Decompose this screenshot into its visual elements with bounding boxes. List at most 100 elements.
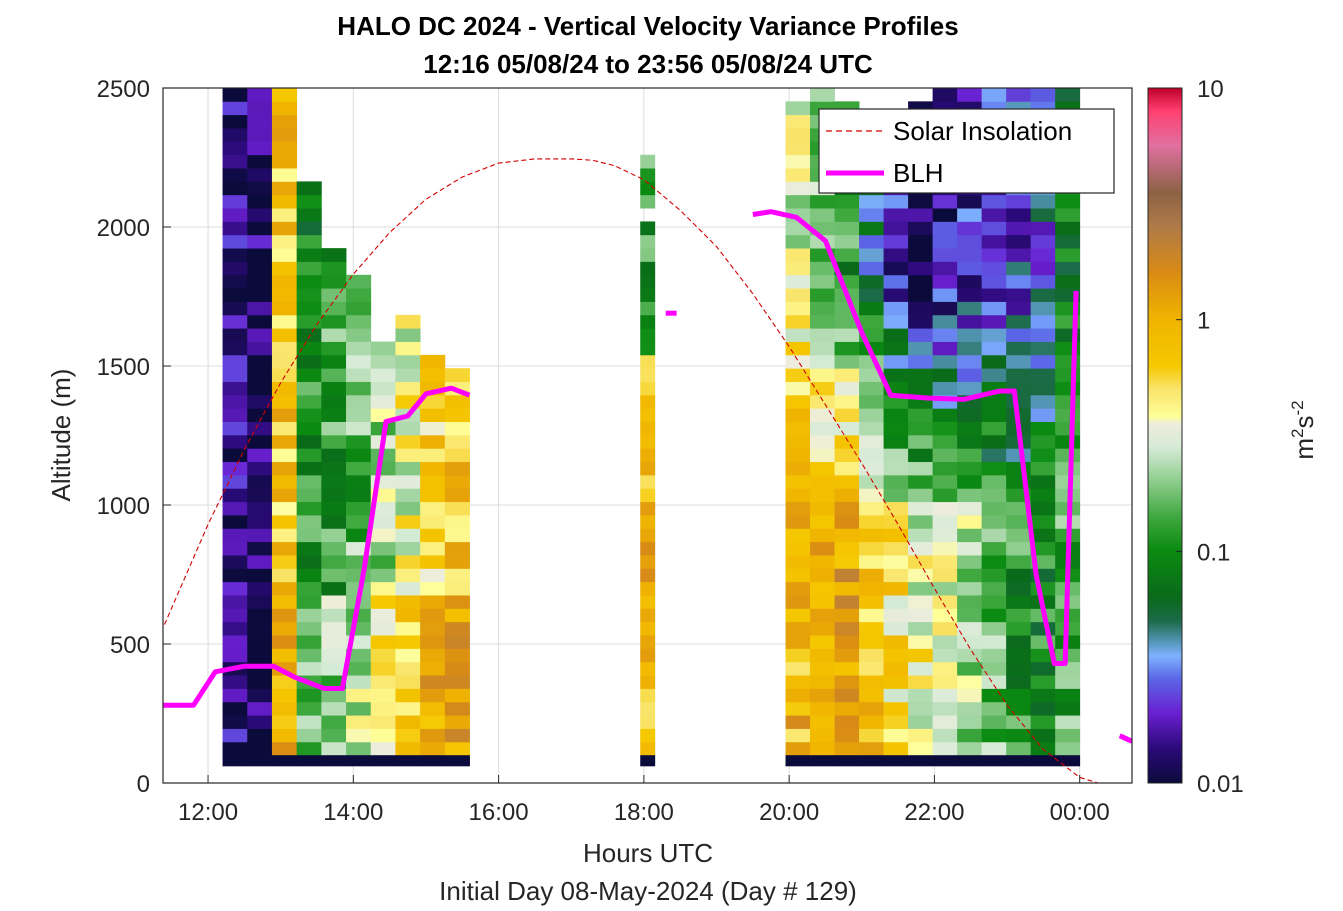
heatmap-cell <box>834 728 860 743</box>
heatmap-cell <box>321 448 347 463</box>
heatmap-cell <box>321 621 347 636</box>
heatmap-cell <box>321 568 347 583</box>
heatmap-cell <box>321 421 347 436</box>
heatmap-cell <box>247 635 273 649</box>
heatmap-cell <box>1030 208 1056 222</box>
heatmap-cell <box>321 715 347 729</box>
heatmap-cell <box>296 581 322 596</box>
heatmap-cell <box>932 648 958 663</box>
heatmap-cell <box>222 114 248 129</box>
heatmap-cell <box>1030 234 1056 249</box>
heatmap-cell <box>785 741 811 756</box>
heatmap-cell <box>1006 661 1032 676</box>
heatmap-cell <box>981 341 1007 356</box>
heatmap-cell <box>981 661 1007 676</box>
heatmap-cell <box>810 328 835 342</box>
heatmap-cell <box>222 488 248 503</box>
heatmap-cell <box>932 541 958 556</box>
heatmap-cell <box>444 661 470 676</box>
heatmap-cell <box>834 474 860 489</box>
heatmap-cell <box>370 728 396 743</box>
heatmap-cell <box>908 328 934 342</box>
heatmap-cell <box>785 288 811 302</box>
heatmap-cell <box>883 648 909 663</box>
heatmap-cell <box>640 154 656 169</box>
heatmap-cell <box>834 354 860 369</box>
heatmap-cell <box>296 755 322 767</box>
heatmap-cell <box>247 141 273 156</box>
heatmap-cell <box>395 488 421 503</box>
heatmap-cell <box>1006 341 1032 356</box>
heatmap-cell <box>883 434 909 449</box>
heatmap-cell <box>981 221 1007 236</box>
heatmap-cell <box>932 608 958 623</box>
heatmap-cell <box>859 448 884 463</box>
heatmap-cell <box>859 274 884 289</box>
heatmap-cell <box>271 701 298 716</box>
heatmap-cell <box>222 675 248 689</box>
heatmap-cell <box>785 168 811 182</box>
heatmap-cell <box>370 675 396 689</box>
heatmap-cell <box>908 555 934 569</box>
heatmap-cell <box>785 595 811 609</box>
heatmap-cell <box>859 234 884 249</box>
heatmap-cell <box>785 314 811 329</box>
heatmap-cell <box>859 381 884 396</box>
heatmap-cell <box>222 448 248 463</box>
heatmap-cell <box>1055 248 1081 262</box>
heatmap-cell <box>785 434 811 449</box>
heatmap-cell <box>640 621 656 636</box>
heatmap-cell <box>1030 715 1056 729</box>
heatmap-cell <box>908 274 934 289</box>
heatmap-cell <box>957 448 983 463</box>
heatmap-cell <box>395 621 421 636</box>
heatmap-cell <box>222 501 248 516</box>
heatmap-cell <box>420 648 446 663</box>
heatmap-cell <box>247 568 273 583</box>
heatmap-cell <box>321 288 347 302</box>
heatmap-cell <box>883 354 909 369</box>
heatmap-cell <box>222 581 248 596</box>
heatmap-cell <box>859 421 884 436</box>
heatmap-cell <box>785 341 811 356</box>
x-tick-label: 16:00 <box>469 799 529 826</box>
heatmap-cell <box>222 688 248 703</box>
heatmap-cell <box>932 208 958 222</box>
heatmap-cell <box>321 635 347 649</box>
heatmap-cell <box>1055 448 1081 463</box>
heatmap-cell <box>1055 88 1081 102</box>
y-axis-label: Altitude (m) <box>46 369 76 502</box>
heatmap-cell <box>1055 234 1081 249</box>
heatmap-cell <box>957 354 983 369</box>
heatmap-cell <box>981 208 1007 222</box>
heatmap-cell <box>222 741 248 756</box>
colorbar-label: m2s-2 <box>1288 400 1319 459</box>
heatmap-cell <box>346 755 372 767</box>
heatmap-cell <box>834 688 860 703</box>
heatmap-cell <box>222 234 248 249</box>
heatmap-cell <box>859 595 884 609</box>
heatmap-cell <box>1055 434 1081 449</box>
heatmap-cell <box>785 408 811 422</box>
heatmap-cell <box>296 434 322 449</box>
heatmap-cell <box>981 728 1007 743</box>
heatmap-cell <box>640 501 656 516</box>
heatmap-cell <box>420 608 446 623</box>
heatmap-cell <box>222 328 248 342</box>
heatmap-cell <box>271 661 298 676</box>
heatmap-cell <box>271 328 298 342</box>
heatmap-cell <box>222 341 248 356</box>
heatmap-cell <box>810 568 835 583</box>
heatmap-cell <box>859 434 884 449</box>
heatmap-cell <box>247 688 273 703</box>
heatmap-cell <box>247 448 273 463</box>
heatmap-cell <box>222 608 248 623</box>
heatmap-cell <box>859 715 884 729</box>
heatmap-cell <box>395 568 421 583</box>
heatmap-cell <box>222 568 248 583</box>
heatmap-cell <box>1030 434 1056 449</box>
heatmap-cell <box>932 474 958 489</box>
heatmap-cell <box>321 541 347 556</box>
heatmap-cell <box>957 341 983 356</box>
heatmap-cell <box>981 541 1007 556</box>
